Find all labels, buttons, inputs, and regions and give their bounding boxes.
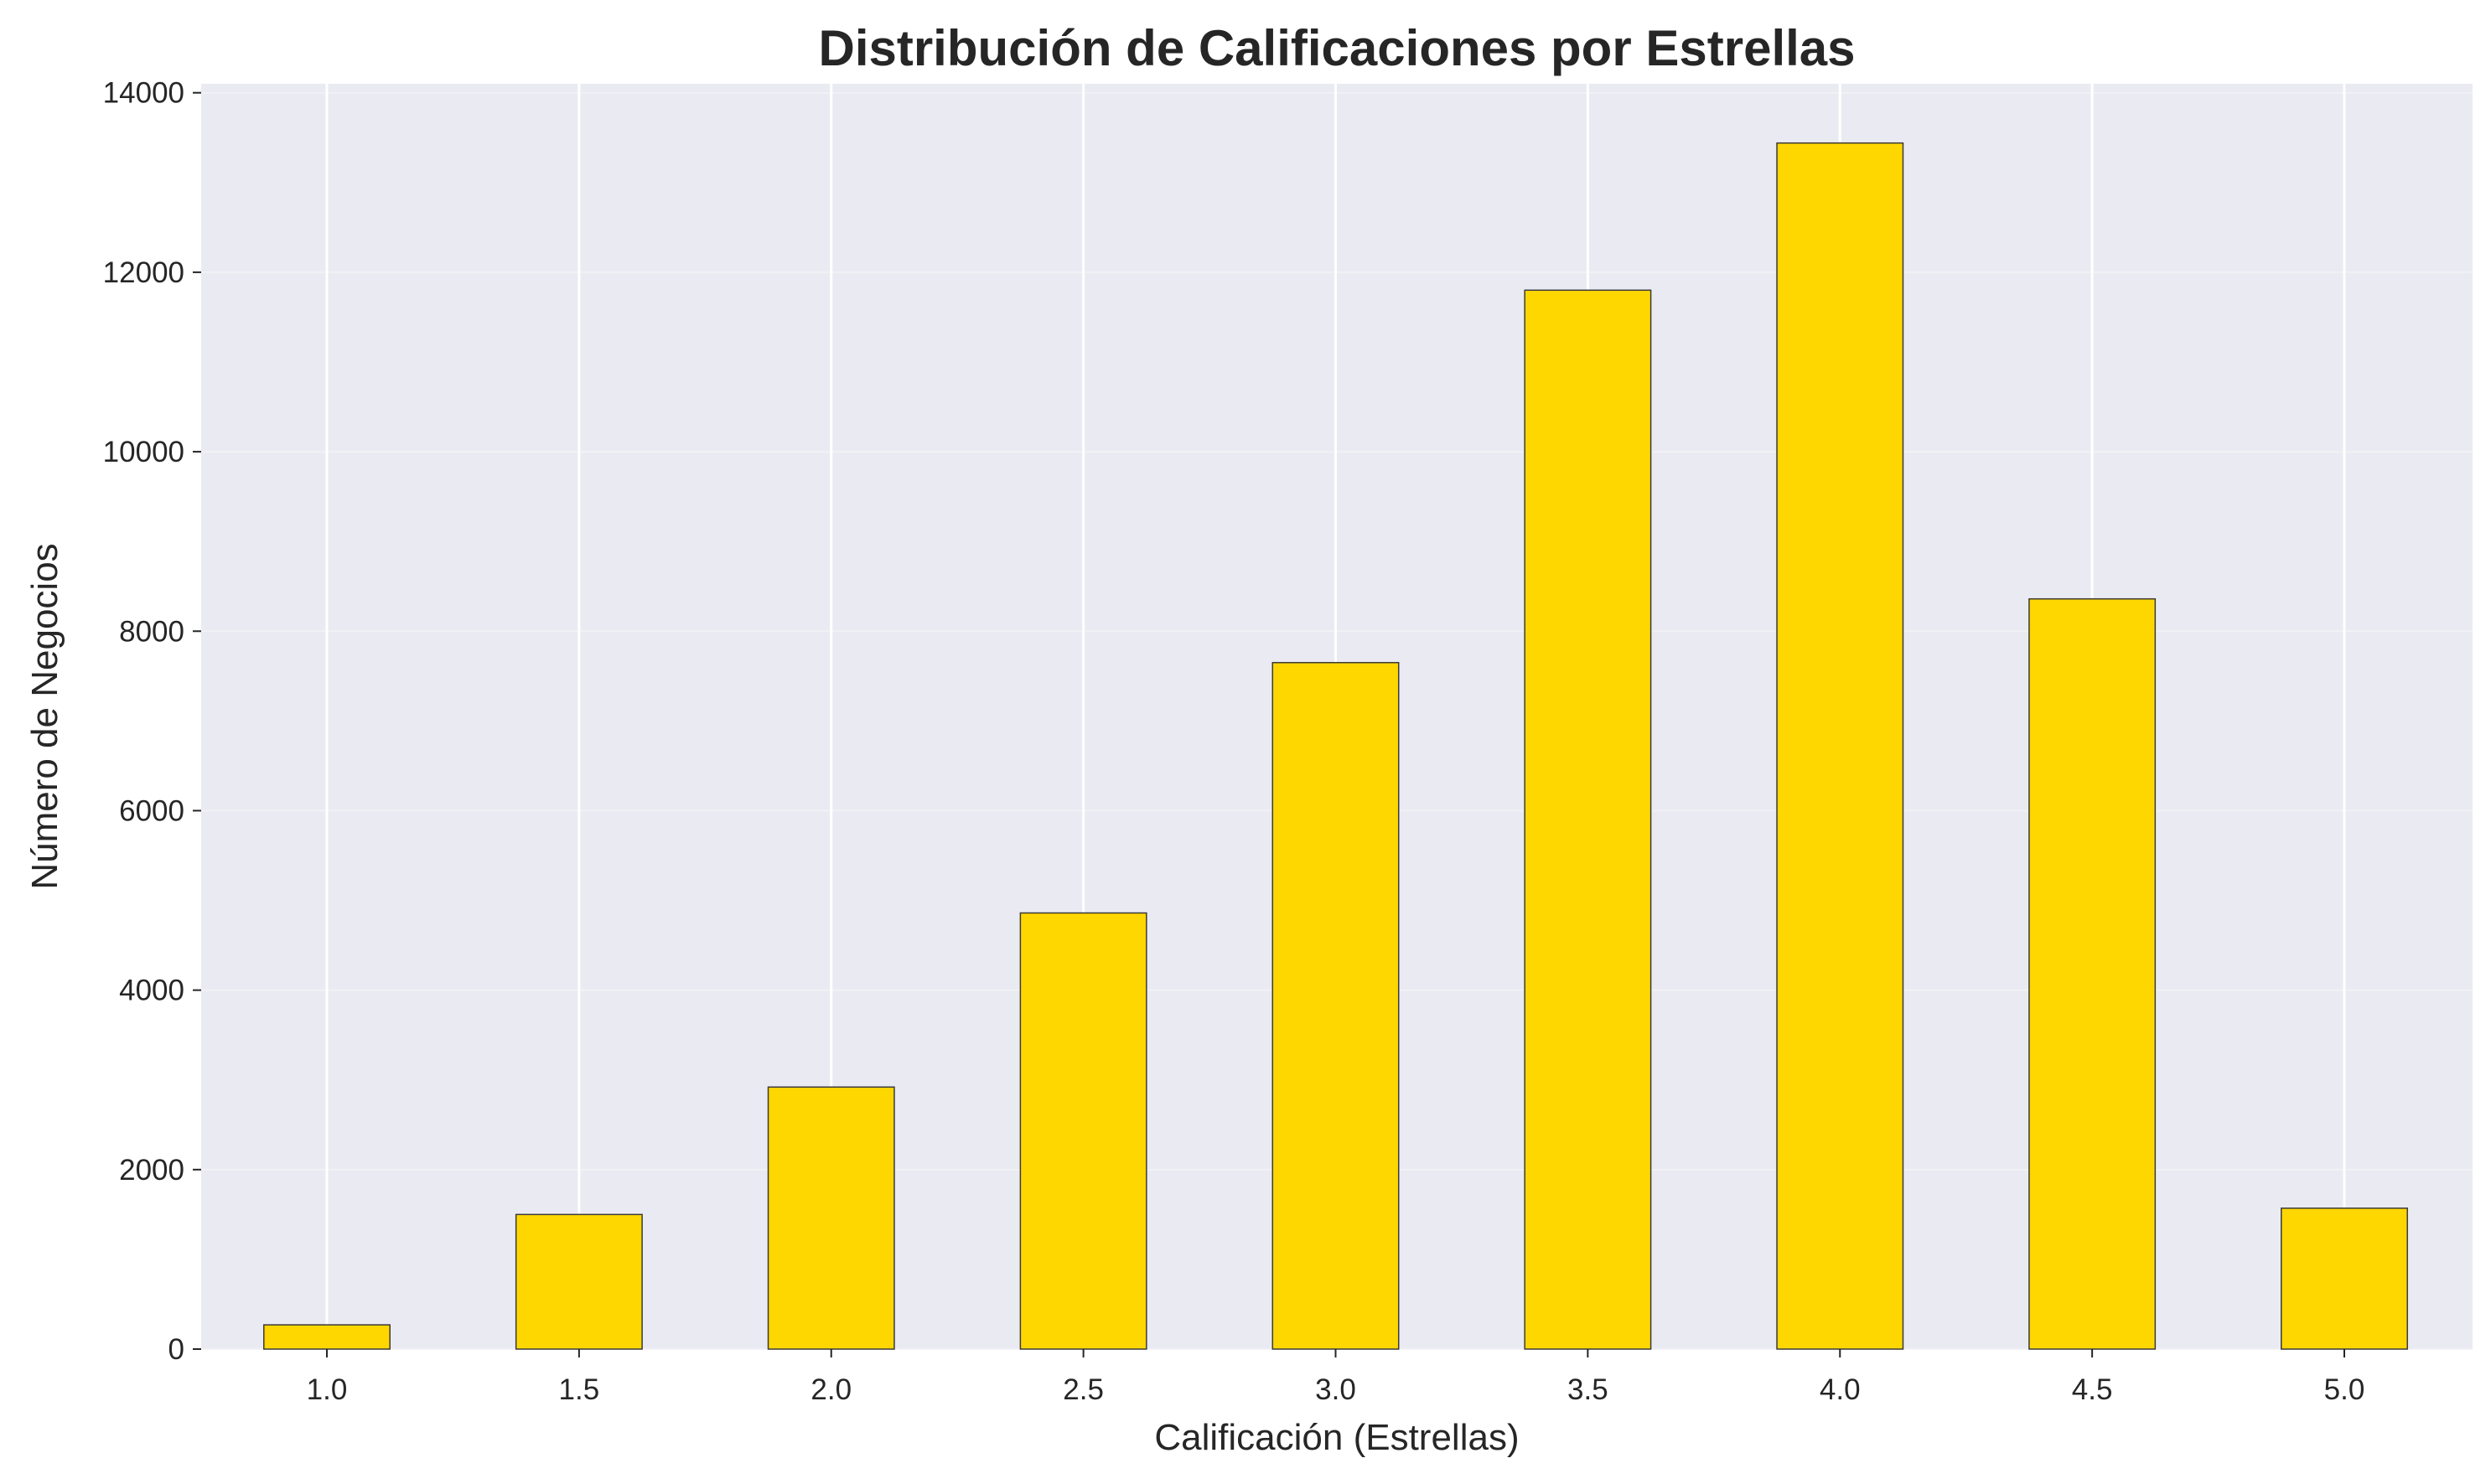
y-tick-label: 2000 xyxy=(119,1154,184,1187)
bar-5.0 xyxy=(2281,1207,2408,1350)
chart-title: Distribución de Calificaciones por Estre… xyxy=(818,20,1855,76)
x-tick-label: 1.5 xyxy=(559,1373,600,1406)
bar-4.5 xyxy=(2028,597,2157,1350)
y-tick-label: 14000 xyxy=(103,77,184,110)
bar-2.5 xyxy=(1019,912,1147,1350)
x-tick-label: 4.0 xyxy=(1820,1373,1861,1406)
y-axis-label: Número de Negocios xyxy=(24,543,65,889)
y-tick-label: 10000 xyxy=(103,436,184,468)
bar-3.5 xyxy=(1524,289,1652,1350)
bar-3.0 xyxy=(1271,661,1400,1350)
x-tick-label: 4.5 xyxy=(2072,1373,2113,1406)
bars xyxy=(263,142,2408,1350)
y-tick-label: 8000 xyxy=(119,615,184,648)
y-tick-label: 4000 xyxy=(119,975,184,1007)
bar-2.0 xyxy=(767,1086,895,1350)
y-tick-label: 6000 xyxy=(119,794,184,827)
y-tick-label: 12000 xyxy=(103,256,184,289)
bar-4.0 xyxy=(1776,142,1904,1350)
x-tick-label: 3.5 xyxy=(1567,1373,1608,1406)
x-tick-label: 3.0 xyxy=(1315,1373,1356,1406)
y-axis-ticks: 0 2000 4000 6000 8000 10000 12000 14000 xyxy=(103,77,201,1366)
x-tick-label: 2.0 xyxy=(810,1373,852,1406)
bar-1.0 xyxy=(263,1324,391,1350)
x-axis-label: Calificación (Estrellas) xyxy=(1154,1417,1519,1458)
x-tick-label: 2.5 xyxy=(1063,1373,1104,1406)
x-tick-label: 1.0 xyxy=(307,1373,348,1406)
x-axis-ticks: 1.0 1.5 2.0 2.5 3.0 3.5 4.0 4.5 5.0 xyxy=(307,1349,2365,1406)
x-tick-label: 5.0 xyxy=(2324,1373,2365,1406)
y-tick-label: 0 xyxy=(168,1333,184,1366)
bar-1.5 xyxy=(515,1213,643,1350)
